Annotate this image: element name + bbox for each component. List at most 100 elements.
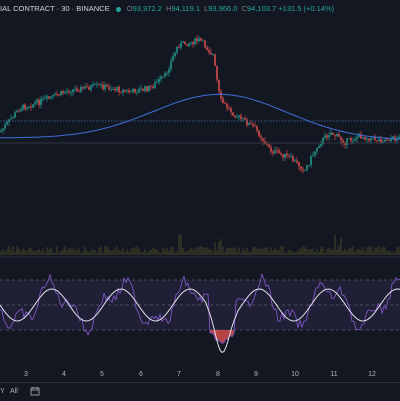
volume-bar <box>218 241 220 255</box>
candle-body <box>16 110 18 113</box>
volume-bar <box>138 248 140 255</box>
candle-body <box>160 76 162 80</box>
candle-body <box>76 88 78 92</box>
candle-body <box>170 61 172 70</box>
volume-bar <box>190 248 192 255</box>
volume-bar <box>288 249 290 255</box>
candle-body <box>250 122 252 125</box>
volume-bar <box>124 251 126 255</box>
candle-body <box>88 87 90 90</box>
volume-bar <box>280 246 282 255</box>
candle-body <box>338 134 340 138</box>
volume-bar <box>60 250 62 255</box>
volume-bar <box>260 248 262 255</box>
candle-body <box>340 137 342 141</box>
candle-body <box>386 139 388 141</box>
change-value: +131.5 (+0.14%) <box>278 4 335 13</box>
calendar-icon[interactable] <box>30 386 40 398</box>
candle-body <box>318 146 320 149</box>
range-year-button[interactable]: Y <box>0 388 5 395</box>
candle-body <box>316 148 318 152</box>
candle-body <box>20 109 22 112</box>
volume-bar <box>186 251 188 255</box>
candle-body <box>246 119 248 126</box>
volume-bar <box>20 251 22 255</box>
x-tick-label: 12 <box>368 371 376 378</box>
volume-bar <box>268 250 270 255</box>
volume-bar <box>330 249 332 255</box>
candle-body <box>244 118 246 120</box>
candle-body <box>124 89 126 92</box>
candle-body <box>56 93 58 95</box>
candle-body <box>114 88 116 91</box>
candle-body <box>58 94 60 96</box>
volume-bar <box>252 246 254 255</box>
volume-bar <box>130 248 132 255</box>
candles-group <box>0 35 400 174</box>
candle-body <box>280 153 282 155</box>
candle-body <box>138 89 140 93</box>
candle-body <box>50 96 52 99</box>
volume-bar <box>150 249 152 255</box>
volume-bar <box>246 247 248 255</box>
candle-body <box>264 141 266 144</box>
volume-bar <box>328 247 330 255</box>
volume-bar <box>92 249 94 255</box>
volume-bar <box>262 248 264 255</box>
candle-body <box>348 138 350 139</box>
volume-bar <box>388 250 390 255</box>
candle-body <box>398 136 400 139</box>
volume-bar <box>210 249 212 255</box>
candle-body <box>112 88 114 90</box>
volume-bar <box>68 248 70 255</box>
candle-body <box>70 92 72 94</box>
volume-bar <box>98 247 100 255</box>
candle-body <box>352 140 354 142</box>
candle-body <box>106 84 108 87</box>
candle-body <box>232 112 234 116</box>
candle-body <box>356 137 358 140</box>
moving-average-line <box>0 93 400 140</box>
candle-body <box>226 103 228 108</box>
volume-bar <box>46 247 48 255</box>
candle-body <box>40 99 42 105</box>
candle-body <box>184 41 186 45</box>
volume-bar <box>228 247 230 255</box>
candle-body <box>120 92 122 94</box>
volume-bar <box>94 250 96 255</box>
candle-body <box>178 46 180 48</box>
volume-bar <box>116 246 118 255</box>
volume-bar <box>62 249 64 255</box>
candle-body <box>134 88 136 94</box>
candle-body <box>304 170 306 171</box>
volume-bar <box>48 249 50 255</box>
volume-bar <box>358 248 360 255</box>
candle-body <box>68 91 70 93</box>
candle-body <box>168 69 170 73</box>
candle-body <box>276 150 278 151</box>
rsi-pane[interactable] <box>0 258 400 368</box>
symbol-title[interactable]: IAL CONTRACT · 30 · BINANCE <box>0 4 110 13</box>
candle-body <box>42 98 44 100</box>
volume-bar <box>238 247 240 255</box>
volume-bar <box>136 246 138 255</box>
candle-body <box>0 130 2 132</box>
volume-bar <box>348 247 350 255</box>
volume-bar <box>284 252 286 255</box>
candle-body <box>346 138 348 145</box>
candle-body <box>82 86 84 89</box>
candle-body <box>248 122 250 126</box>
price-pane[interactable] <box>0 0 400 255</box>
volume-bar <box>290 251 292 255</box>
candle-body <box>6 122 8 125</box>
volume-bar <box>266 246 268 255</box>
volume-bar <box>198 247 200 255</box>
volume-bar <box>370 246 372 255</box>
range-all-button[interactable]: All <box>10 388 18 395</box>
time-axis[interactable]: 3 4 5 6 7 8 9 10 11 12 <box>0 368 400 382</box>
volume-bar <box>354 251 356 255</box>
candle-body <box>310 156 312 166</box>
candle-body <box>294 160 296 162</box>
candle-body <box>268 144 270 148</box>
volume-bar <box>226 248 228 255</box>
